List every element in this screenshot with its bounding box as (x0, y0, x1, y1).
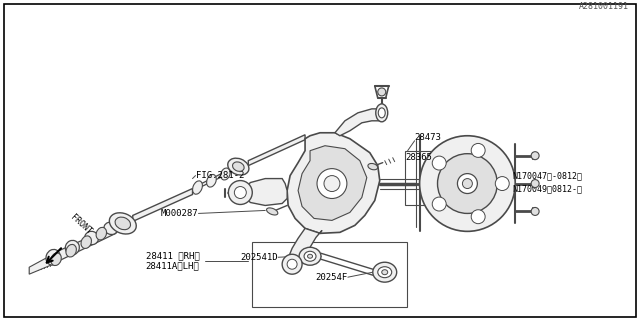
Text: 20254F: 20254F (316, 273, 348, 282)
Text: N170047「-0812」: N170047「-0812」 (512, 171, 582, 180)
Ellipse shape (378, 267, 392, 278)
Circle shape (471, 210, 485, 224)
Circle shape (234, 187, 246, 198)
Polygon shape (287, 228, 322, 266)
Ellipse shape (109, 213, 136, 234)
Ellipse shape (372, 262, 397, 282)
Text: M000287: M000287 (161, 209, 198, 218)
Circle shape (463, 179, 472, 188)
Circle shape (471, 143, 485, 157)
Text: 28411A〈LH〉: 28411A〈LH〉 (146, 262, 200, 271)
Text: A281001191: A281001191 (579, 2, 628, 11)
Ellipse shape (438, 154, 497, 213)
Ellipse shape (115, 217, 131, 230)
Ellipse shape (81, 236, 92, 248)
Ellipse shape (299, 247, 321, 265)
Circle shape (324, 176, 340, 192)
Ellipse shape (458, 173, 477, 194)
Ellipse shape (104, 222, 118, 235)
Ellipse shape (308, 254, 312, 258)
Circle shape (378, 88, 386, 96)
Text: FIG.281-2: FIG.281-2 (195, 171, 244, 180)
Circle shape (287, 259, 297, 269)
Text: 202541D: 202541D (241, 253, 278, 262)
Polygon shape (49, 225, 119, 262)
Polygon shape (29, 254, 53, 274)
Circle shape (432, 197, 446, 211)
Circle shape (432, 156, 446, 170)
Bar (404, 151, 454, 205)
Ellipse shape (420, 136, 515, 231)
Text: N170049〈0812-〉: N170049〈0812-〉 (512, 184, 582, 193)
Polygon shape (335, 109, 385, 136)
Polygon shape (287, 133, 380, 233)
Ellipse shape (221, 168, 230, 180)
Text: 28365: 28365 (406, 153, 433, 162)
Ellipse shape (381, 270, 388, 275)
Circle shape (531, 152, 539, 160)
Ellipse shape (376, 104, 388, 122)
Ellipse shape (266, 208, 278, 215)
Polygon shape (245, 179, 287, 205)
Ellipse shape (232, 162, 244, 171)
Text: 28473: 28473 (415, 133, 442, 142)
Circle shape (228, 180, 252, 204)
Ellipse shape (66, 244, 76, 257)
Ellipse shape (46, 249, 60, 265)
Ellipse shape (228, 158, 249, 175)
Circle shape (531, 207, 539, 215)
Ellipse shape (378, 108, 385, 118)
Text: 28411 〈RH〉: 28411 〈RH〉 (146, 252, 200, 261)
Circle shape (531, 180, 539, 188)
Bar (252, 242, 406, 307)
Ellipse shape (368, 164, 378, 170)
Polygon shape (132, 188, 193, 221)
Circle shape (282, 254, 302, 274)
Text: FRONT: FRONT (69, 213, 93, 236)
Ellipse shape (51, 253, 61, 266)
Ellipse shape (96, 227, 106, 240)
Circle shape (495, 177, 509, 190)
Polygon shape (248, 135, 305, 166)
Ellipse shape (193, 181, 202, 194)
Ellipse shape (304, 251, 316, 261)
Polygon shape (298, 146, 367, 220)
Ellipse shape (84, 231, 99, 245)
Ellipse shape (207, 174, 216, 187)
Polygon shape (193, 168, 234, 190)
Ellipse shape (65, 240, 79, 255)
Circle shape (317, 169, 347, 198)
